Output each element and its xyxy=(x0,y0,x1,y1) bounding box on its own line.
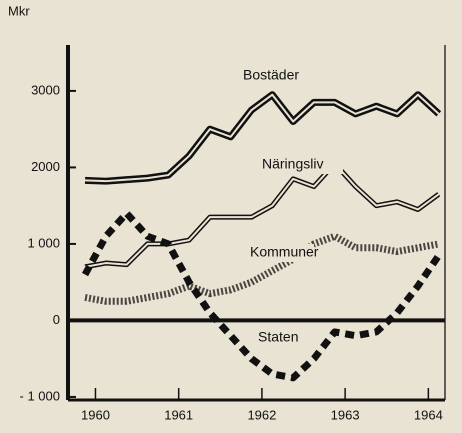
series-line-inner xyxy=(85,93,440,183)
series-line-inner xyxy=(84,162,440,268)
label-bg xyxy=(254,329,305,347)
y-tick-label: - 1 000 xyxy=(20,388,60,403)
y-tick-label: 0 xyxy=(53,312,60,327)
x-tick-label: 1963 xyxy=(331,407,360,422)
label-bg xyxy=(246,244,314,262)
series-label: Staten xyxy=(258,329,298,345)
x-tick-label: 1962 xyxy=(247,407,276,422)
x-tick-label: 1960 xyxy=(81,407,110,422)
y-tick-label: 1 000 xyxy=(27,235,60,250)
y-tick-label: 3000 xyxy=(31,82,60,97)
x-tick-label: 1964 xyxy=(414,407,443,422)
series-label: Bostäder xyxy=(243,67,299,83)
x-tick-label: 1961 xyxy=(164,407,193,422)
y-axis-label: Mkr xyxy=(8,3,30,18)
series-label: Kommuner xyxy=(250,244,319,260)
series-line xyxy=(81,209,442,382)
label-bg xyxy=(258,156,343,174)
series-label: Näringsliv xyxy=(262,156,323,172)
y-tick-label: 2000 xyxy=(31,159,60,174)
label-bg xyxy=(239,67,307,85)
